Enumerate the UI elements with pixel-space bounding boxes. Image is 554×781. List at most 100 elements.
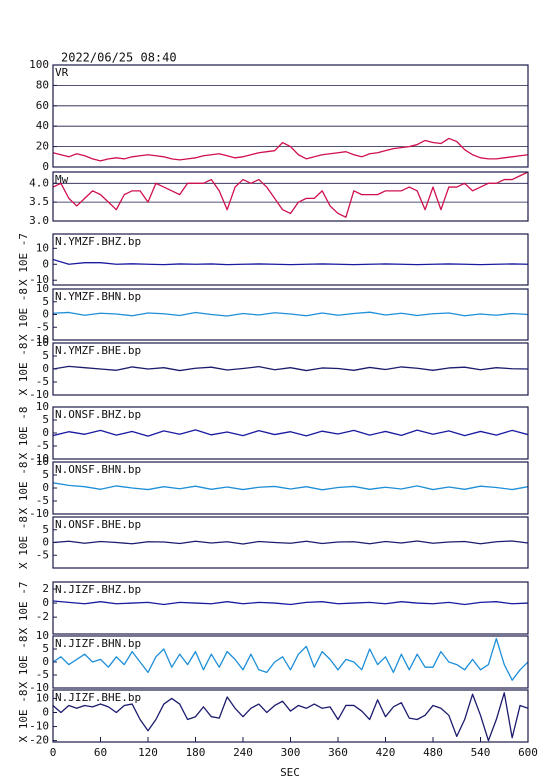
panel-frame <box>52 461 529 515</box>
y-tick-label: 3.0 <box>29 214 49 227</box>
y-tick-label: 0 <box>42 705 49 718</box>
x-tick-label: 480 <box>423 746 443 759</box>
y-tick-label: -10 <box>29 452 49 465</box>
trace-line <box>53 637 528 681</box>
y-tick-label: -10 <box>29 720 49 733</box>
trace-line <box>53 429 528 437</box>
trace-line <box>53 482 528 491</box>
y-tick-label: 2 <box>42 582 49 595</box>
panel-frame <box>52 406 529 460</box>
y-tick-label: -5 <box>36 439 49 452</box>
trace-line <box>53 172 528 218</box>
panel-label: N.JIZF.BHZ.bp <box>55 583 141 596</box>
y-tick-label: -20 <box>29 734 49 747</box>
y-tick-label: 10 <box>36 336 49 349</box>
x-tick-label: 180 <box>186 746 206 759</box>
y-axis-label: X 10E -7 <box>17 582 30 635</box>
y-tick-label: 60 <box>36 99 49 112</box>
y-axis-label: X 10E -8 <box>17 288 30 341</box>
y-tick-label: 10 <box>36 241 49 254</box>
panel-frame <box>52 516 529 569</box>
x-tick-label: 120 <box>138 746 158 759</box>
panel-label: N.JIZF.BHN.bp <box>55 637 141 650</box>
panel-label: N.ONSF.BHN.bp <box>55 463 141 476</box>
y-tick-label: -10 <box>29 273 49 286</box>
y-tick-label: -10 <box>29 333 49 346</box>
y-axis-label: X 10E -8 <box>17 407 30 460</box>
y-tick-label: 10 <box>36 282 49 295</box>
y-tick-label: -5 <box>36 668 49 681</box>
panel-label: N.ONSF.BHE.bp <box>55 518 141 531</box>
panel-label: N.ONSF.BHZ.bp <box>55 408 141 421</box>
trace-line <box>53 540 528 545</box>
panel-frame <box>52 64 529 168</box>
y-tick-label: 20 <box>36 140 49 153</box>
trace-line <box>53 365 528 372</box>
x-tick-label: 0 <box>50 746 57 759</box>
y-tick-label: 5 <box>42 295 49 308</box>
y-tick-label: 5 <box>42 642 49 655</box>
y-tick-label: 0 <box>42 481 49 494</box>
panel-frame <box>52 342 529 396</box>
y-tick-label: 10 <box>36 400 49 413</box>
y-tick-label: 0 <box>42 655 49 668</box>
y-tick-label: 0 <box>42 362 49 375</box>
y-axis-label: X 10E -8 <box>17 462 30 515</box>
x-tick-label: 360 <box>328 746 348 759</box>
y-tick-label: 10 <box>36 629 49 642</box>
y-tick-label: 5 <box>42 413 49 426</box>
panel-frame <box>52 635 529 689</box>
x-tick-label: 240 <box>233 746 253 759</box>
y-tick-label: 3.5 <box>29 195 49 208</box>
trace-line <box>53 137 528 162</box>
y-tick-label: -5 <box>36 548 49 561</box>
y-tick-label: 80 <box>36 78 49 91</box>
y-axis-label: X 10E -8 <box>17 636 30 689</box>
y-tick-label: 0 <box>42 257 49 270</box>
y-tick-label: 10 <box>36 455 49 468</box>
panel-frame <box>52 288 529 341</box>
y-tick-label: 4.0 <box>29 176 49 189</box>
y-tick-label: 0 <box>42 536 49 549</box>
y-tick-label: 0 <box>42 308 49 321</box>
trace-line <box>53 692 528 742</box>
x-tick-label: 60 <box>94 746 107 759</box>
trace-line <box>53 258 528 266</box>
panel-label: N.JIZF.BHE.bp <box>55 691 141 704</box>
x-tick-label: 540 <box>471 746 491 759</box>
y-tick-label: 100 <box>29 58 49 71</box>
trace-line <box>53 600 528 606</box>
y-axis-label: X 10E -7 <box>17 233 30 286</box>
x-tick-label: 600 <box>518 746 538 759</box>
y-axis-label: X 10E -8 <box>17 343 30 396</box>
x-tick-label: 420 <box>376 746 396 759</box>
plot-title: 2022/06/25 08:40 <box>61 51 177 65</box>
y-tick-label: 0 <box>42 426 49 439</box>
panel-label: N.YMZF.BHN.bp <box>55 290 141 303</box>
y-tick-label: 40 <box>36 119 49 132</box>
y-axis-label: X 10E -8 <box>17 516 30 569</box>
y-tick-label: 0 <box>42 596 49 609</box>
panel-frame <box>52 171 529 222</box>
trace-line <box>53 311 528 317</box>
y-tick-label: -5 <box>36 320 49 333</box>
y-tick-label: -10 <box>29 388 49 401</box>
y-tick-label: -5 <box>36 375 49 388</box>
y-axis-label: X 10E -8 <box>17 690 30 743</box>
y-tick-label: 5 <box>42 349 49 362</box>
panel-frame <box>52 581 529 635</box>
y-tick-label: -10 <box>29 681 49 694</box>
panel-label: Mw <box>55 173 69 186</box>
y-tick-label: -5 <box>36 494 49 507</box>
y-tick-label: 5 <box>42 468 49 481</box>
panel-label: N.YMZF.BHE.bp <box>55 344 141 357</box>
y-tick-label: 0 <box>42 160 49 173</box>
y-tick-label: -10 <box>29 507 49 520</box>
panel-label: VR <box>55 66 69 79</box>
panel-frame <box>52 233 529 286</box>
x-tick-label: 300 <box>281 746 301 759</box>
y-tick-label: 10 <box>36 691 49 704</box>
panel-label: N.YMZF.BHZ.bp <box>55 235 141 248</box>
